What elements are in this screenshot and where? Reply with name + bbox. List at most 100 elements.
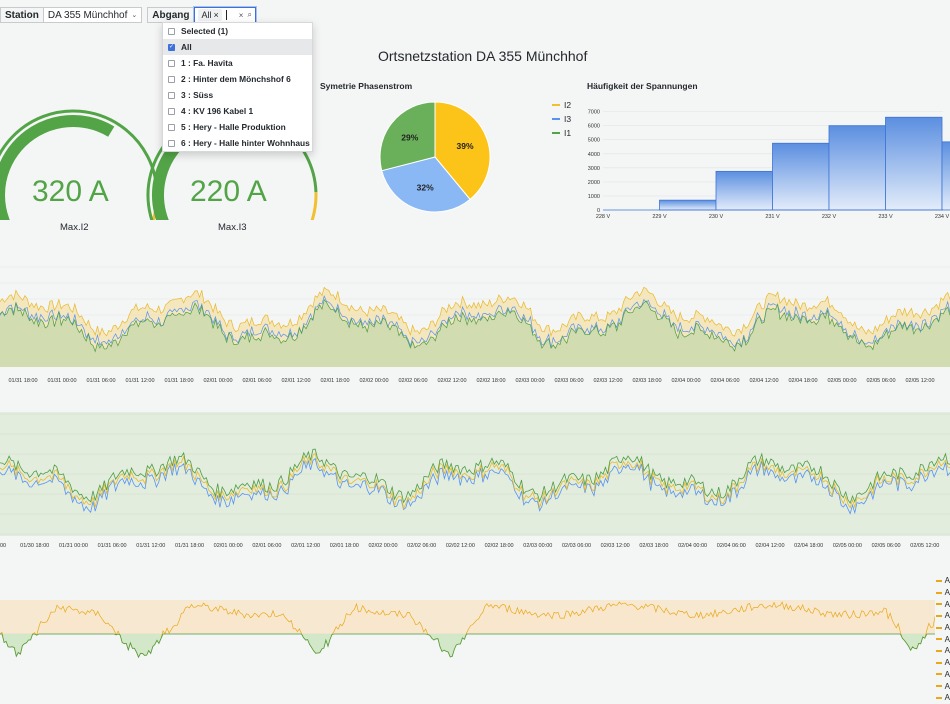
pie-chart: 39% 32% 29% <box>379 101 491 213</box>
histogram-bar[interactable] <box>659 199 717 211</box>
histogram-bar[interactable] <box>772 142 830 211</box>
legend-item[interactable]: A <box>935 598 950 610</box>
pie-title: Symetrie Phasenstrom <box>320 81 413 91</box>
abgang-label: Abgang <box>147 7 195 23</box>
dropdown-item[interactable]: 3 : Süss <box>163 87 312 103</box>
x-tick-label: 230 V <box>709 214 724 220</box>
x-tick-label: 02/02 12:00 <box>446 543 475 549</box>
x-tick-label: 02/04 18:00 <box>788 378 817 384</box>
legend-item[interactable]: A <box>935 633 950 645</box>
checkbox-icon[interactable] <box>168 75 175 83</box>
power-negative-line <box>0 633 935 659</box>
legend-item[interactable]: A <box>935 622 950 634</box>
x-tick-label: 02/01 00:00 <box>214 543 243 549</box>
y-tick-label: 7000 <box>588 110 600 116</box>
y-tick-label: 3000 <box>588 166 600 172</box>
legend-item-I2[interactable]: I2 <box>552 98 571 112</box>
pie-slice-I3[interactable] <box>381 156 471 213</box>
legend-item[interactable]: A <box>935 657 950 669</box>
timeseries-power <box>0 600 935 659</box>
y-tick-label: 6000 <box>588 124 600 130</box>
chip-remove-icon[interactable]: × <box>213 10 219 20</box>
gauge-1-value: 320 A <box>32 175 109 208</box>
legend-item-I1[interactable]: I1 <box>552 126 571 140</box>
dropdown-item[interactable]: 2 : Hinter dem Mönchshof 6 <box>163 71 312 87</box>
dropdown-item[interactable]: ✓ All <box>163 39 312 55</box>
legend-item-I3[interactable]: I3 <box>552 112 571 126</box>
legend-swatch <box>935 685 942 688</box>
dropdown-item-label: 6 : Hery - Halle hinter Wohnhaus <box>181 138 310 148</box>
x-tick-label: 229 V <box>652 214 667 220</box>
x-tick-label: 02/03 00:00 <box>523 543 552 549</box>
dropdown-item[interactable]: 5 : Hery - Halle Produktion <box>163 119 312 135</box>
legend-item[interactable]: A <box>935 680 950 692</box>
station-value: DA 355 Münchhof <box>47 9 128 21</box>
x-tick-label: 02/02 00:00 <box>359 378 388 384</box>
power-positive-area <box>0 602 935 634</box>
x-tick-label: 02/01 00:00 <box>203 378 232 384</box>
text-cursor <box>225 10 227 20</box>
x-tick-label: 01/30 18:00 <box>20 543 49 549</box>
checkbox-icon[interactable] <box>168 107 175 115</box>
checkbox-icon[interactable] <box>168 91 175 99</box>
legend-item[interactable]: A <box>935 692 950 704</box>
legend-item[interactable]: A <box>935 575 950 587</box>
legend-item[interactable]: A <box>935 669 950 681</box>
x-tick-label: 01/31 18:00 <box>175 543 204 549</box>
legend-swatch <box>935 614 942 617</box>
x-tick-label: 01/31 12:00 <box>136 543 165 549</box>
dropdown-item[interactable]: Selected (1) <box>163 23 312 39</box>
checkbox-icon[interactable] <box>168 123 175 131</box>
histogram-bar[interactable] <box>715 170 773 211</box>
legend-item[interactable]: A <box>935 610 950 622</box>
x-tick-label: 02/03 00:00 <box>515 378 544 384</box>
clear-icon[interactable]: × <box>238 10 244 20</box>
x-tick-label: 02/03 18:00 <box>639 543 668 549</box>
legend-label: A <box>944 611 950 621</box>
dropdown-item[interactable]: 4 : KV 196 Kabel 1 <box>163 103 312 119</box>
pie-slice-I1[interactable] <box>379 101 436 172</box>
pie-slice-label: 29% <box>401 132 418 142</box>
x-tick-label: 02/02 06:00 <box>407 543 436 549</box>
dropdown-item-label: 1 : Fa. Havita <box>181 58 233 68</box>
histogram-bar[interactable] <box>941 141 950 211</box>
x-tick-label: 02/02 12:00 <box>437 378 466 384</box>
abgang-multiselect[interactable]: All × × ⌕ <box>194 7 256 23</box>
legend-swatch <box>935 649 942 652</box>
chip-label: All <box>201 10 212 20</box>
legend-label: A <box>944 681 950 691</box>
x-tick-label: 02/03 18:00 <box>632 378 661 384</box>
histogram-bar[interactable] <box>828 125 886 211</box>
series-I3-line <box>0 295 950 349</box>
checkbox-icon[interactable] <box>168 139 175 147</box>
checkbox-checked-icon[interactable]: ✓ <box>168 43 175 51</box>
dropdown-item[interactable]: 1 : Fa. Havita <box>163 55 312 71</box>
checkbox-icon[interactable] <box>168 27 175 35</box>
legend-label: A <box>944 658 950 668</box>
series-L1-line <box>0 448 950 504</box>
histogram-bar[interactable] <box>885 116 943 211</box>
dropdown-item[interactable]: 6 : Hery - Halle hinter Wohnhaus <box>163 135 312 151</box>
pie-legend: I2 I3 I1 <box>552 98 571 140</box>
y-tick-label: 1000 <box>588 194 600 200</box>
checkbox-icon[interactable] <box>168 59 175 67</box>
x-tick-label: 02/04 18:00 <box>794 543 823 549</box>
selected-chip[interactable]: All × <box>198 9 222 21</box>
station-select[interactable]: DA 355 Münchhof ⌄ <box>43 7 143 23</box>
dropdown-item-label: All <box>181 42 192 52</box>
gauge-1-track <box>0 109 159 193</box>
x-tick-label: 02/02 06:00 <box>398 378 427 384</box>
pie-slice-label: 39% <box>457 141 474 151</box>
timeseries-voltage: 00 01/30 18:00 01/31 00:00 01/31 06:00 01/31… <box>0 412 950 549</box>
station-label: Station <box>0 7 44 23</box>
abgang-dropdown-menu: Selected (1) ✓ All 1 : Fa. Havita 2 : Hinter… <box>162 22 313 152</box>
legend-label: I1 <box>564 128 572 138</box>
legend-item[interactable]: A <box>935 587 950 599</box>
pie-slice-I2[interactable] <box>434 101 491 201</box>
legend-label: I3 <box>564 114 572 124</box>
y-tick-label: 4000 <box>588 152 600 158</box>
legend-label: A <box>944 669 950 679</box>
x-tick-label: 02/03 12:00 <box>593 378 622 384</box>
legend-item[interactable]: A <box>935 645 950 657</box>
